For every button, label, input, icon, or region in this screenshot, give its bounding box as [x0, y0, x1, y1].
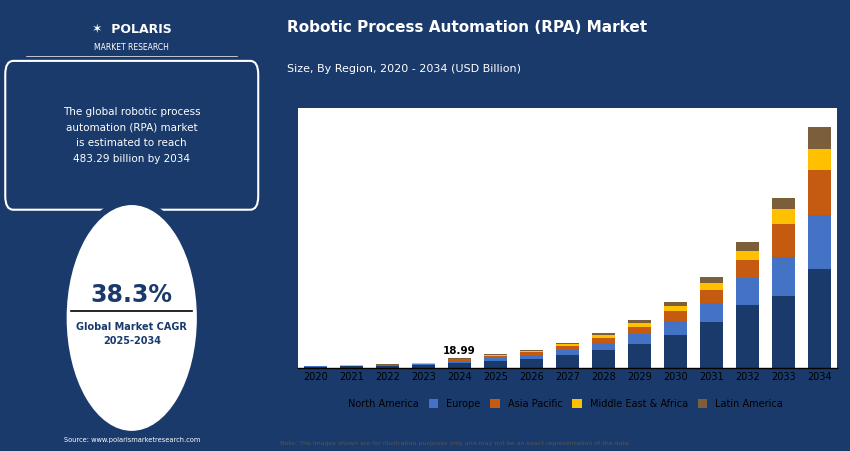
Bar	[411, 365, 435, 368]
Bar	[627, 344, 651, 368]
Circle shape	[65, 203, 199, 433]
Bar	[808, 170, 831, 215]
Bar	[700, 322, 723, 368]
Bar	[592, 336, 615, 338]
Bar	[592, 343, 615, 350]
Bar	[448, 358, 471, 359]
Bar	[484, 358, 507, 361]
Bar	[664, 311, 687, 321]
Bar	[448, 363, 471, 368]
Bar	[448, 359, 471, 361]
Bar	[519, 351, 543, 352]
Text: The global robotic process
automation (RPA) market
is estimated to reach
483.29 : The global robotic process automation (R…	[63, 107, 201, 164]
Bar	[772, 198, 795, 209]
FancyBboxPatch shape	[5, 61, 258, 210]
Bar	[700, 290, 723, 303]
Bar	[664, 306, 687, 311]
Bar	[556, 346, 579, 350]
Bar	[700, 303, 723, 322]
Bar	[808, 215, 831, 269]
Bar	[735, 242, 759, 251]
Bar	[484, 354, 507, 355]
Bar	[664, 335, 687, 368]
Bar	[592, 350, 615, 368]
Bar	[376, 365, 399, 366]
Bar	[627, 334, 651, 344]
Bar	[376, 366, 399, 368]
Bar	[735, 305, 759, 368]
Bar	[808, 127, 831, 149]
Text: MARKET RESEARCH: MARKET RESEARCH	[94, 43, 169, 52]
Bar	[700, 283, 723, 290]
Text: Source: www.polarismarketresearch.com: Source: www.polarismarketresearch.com	[64, 437, 200, 443]
Bar	[592, 333, 615, 336]
Text: Size, By Region, 2020 - 2034 (USD Billion): Size, By Region, 2020 - 2034 (USD Billio…	[287, 64, 521, 74]
Bar	[772, 225, 795, 258]
Bar	[484, 355, 507, 356]
Bar	[556, 343, 579, 345]
Bar	[627, 320, 651, 323]
Bar	[556, 345, 579, 346]
Bar	[735, 251, 759, 260]
Bar	[627, 327, 651, 334]
Bar	[556, 355, 579, 368]
Text: Robotic Process Automation (RPA) Market: Robotic Process Automation (RPA) Market	[287, 20, 647, 35]
Bar	[664, 321, 687, 335]
Bar	[700, 277, 723, 283]
Text: ✶  POLARIS: ✶ POLARIS	[92, 23, 172, 36]
Text: 2025-2034: 2025-2034	[103, 336, 161, 345]
Text: Note: The images shown are for illustration purposes only and may not be an exac: Note: The images shown are for illustrat…	[280, 442, 632, 446]
Bar	[627, 323, 651, 327]
Bar	[519, 355, 543, 359]
Bar	[772, 209, 795, 225]
Bar	[340, 366, 363, 368]
Bar	[484, 361, 507, 368]
Bar	[519, 352, 543, 355]
Bar	[808, 149, 831, 170]
Bar	[519, 350, 543, 351]
Bar	[808, 269, 831, 368]
Bar	[303, 367, 327, 368]
Legend: North America, Europe, Asia Pacific, Middle East & Africa, Latin America: North America, Europe, Asia Pacific, Mid…	[326, 395, 787, 413]
Text: 38.3%: 38.3%	[91, 283, 173, 308]
Bar	[411, 364, 435, 365]
Bar	[556, 350, 579, 355]
Bar	[772, 258, 795, 296]
Bar	[448, 361, 471, 363]
Bar	[592, 338, 615, 343]
Bar	[664, 302, 687, 306]
Bar	[772, 296, 795, 368]
Bar	[484, 356, 507, 358]
Bar	[519, 359, 543, 368]
Bar	[735, 278, 759, 305]
Text: 18.99: 18.99	[443, 345, 476, 355]
Bar	[735, 260, 759, 278]
Text: Global Market CAGR: Global Market CAGR	[76, 322, 187, 332]
